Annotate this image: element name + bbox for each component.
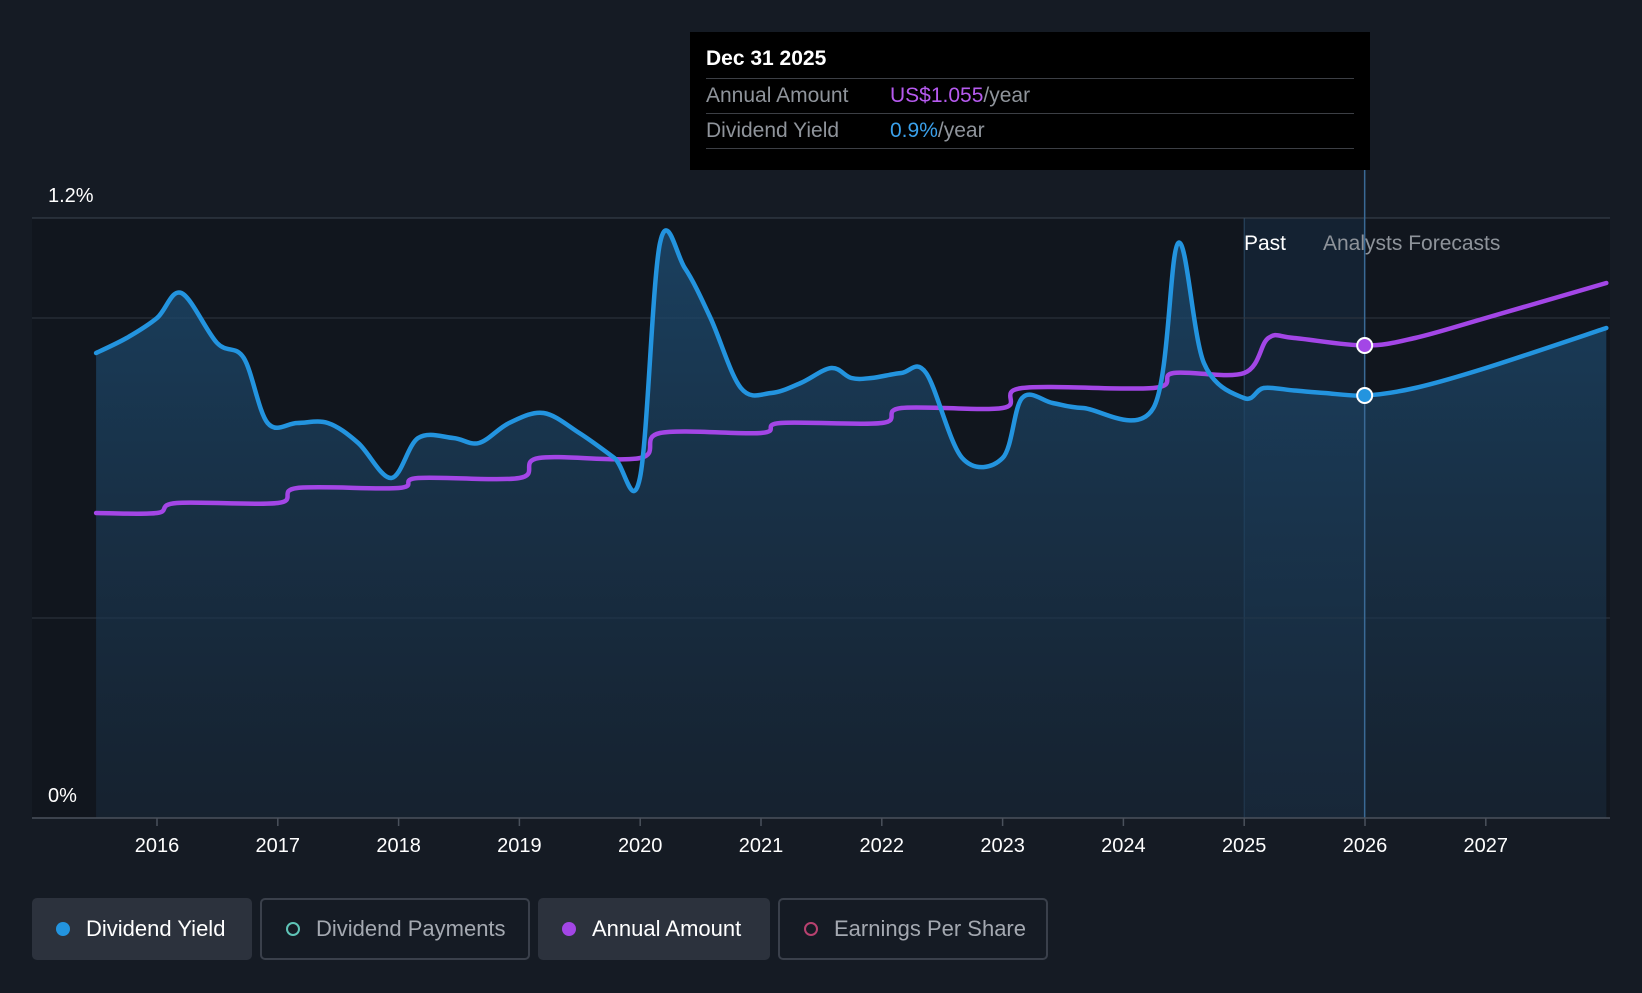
legend-dot-icon <box>56 922 70 936</box>
legend-label: Dividend Yield <box>86 916 226 941</box>
legend-annual-amount[interactable]: Annual Amount <box>538 898 770 960</box>
legend-label: Earnings Per Share <box>834 916 1026 941</box>
tooltip-row-dividend-yield: Dividend Yield 0.9% /year <box>706 113 1354 149</box>
tooltip-label: Annual Amount <box>706 84 849 107</box>
tooltip: Dec 31 2025 Annual Amount US$1.055 /year… <box>690 32 1370 170</box>
legend-label: Annual Amount <box>592 916 742 941</box>
tooltip-row-annual-amount: Annual Amount US$1.055 /year <box>706 78 1354 113</box>
y-axis-label-zero: 0% <box>48 785 77 807</box>
x-axis-tick-label: 2027 <box>1464 835 1509 857</box>
x-axis-tick-label: 2018 <box>376 835 421 857</box>
legend-dot-icon <box>804 922 818 936</box>
tooltip-unit: /year <box>937 119 985 142</box>
legend-dot-icon <box>286 922 300 936</box>
x-axis-tick-label: 2025 <box>1222 835 1267 857</box>
x-axis-tick-label: 2019 <box>497 835 542 857</box>
tooltip-unit: /year <box>983 84 1031 107</box>
legend-dividend-payments[interactable]: Dividend Payments <box>260 898 530 960</box>
dividend-yield-marker <box>1356 387 1374 404</box>
legend-label: Dividend Payments <box>316 916 506 941</box>
past-region-label: Past <box>1244 232 1286 255</box>
legend-earnings-per-share[interactable]: Earnings Per Share <box>778 898 1048 960</box>
legend-dividend-yield[interactable]: Dividend Yield <box>32 898 252 960</box>
x-axis-tick-label: 2021 <box>739 835 784 857</box>
tooltip-value: 0.9% <box>890 119 938 142</box>
x-axis-tick-label: 2026 <box>1343 835 1388 857</box>
dividend-yield-line <box>93 228 1609 494</box>
y-axis-label-top: 1.2% <box>48 185 94 207</box>
x-axis-tick-label: 2017 <box>256 835 301 857</box>
tooltip-date: Dec 31 2025 <box>706 47 827 70</box>
tooltip-label: Dividend Yield <box>706 119 840 142</box>
x-axis-tick-label: 2023 <box>980 835 1025 857</box>
annual-amount-line <box>93 280 1609 516</box>
tooltip-value: US$1.055 <box>890 84 984 107</box>
x-axis-tick-label: 2022 <box>860 835 905 857</box>
annual-amount-marker <box>1356 337 1374 354</box>
x-axis-tick-label: 2024 <box>1101 835 1146 857</box>
x-axis-tick-label: 2020 <box>618 835 663 857</box>
forecast-region-label: Analysts Forecasts <box>1323 232 1500 255</box>
x-axis-tick-label: 2016 <box>135 835 180 857</box>
dividend-yield-area <box>96 230 1607 819</box>
legend-dot-icon <box>562 922 576 936</box>
